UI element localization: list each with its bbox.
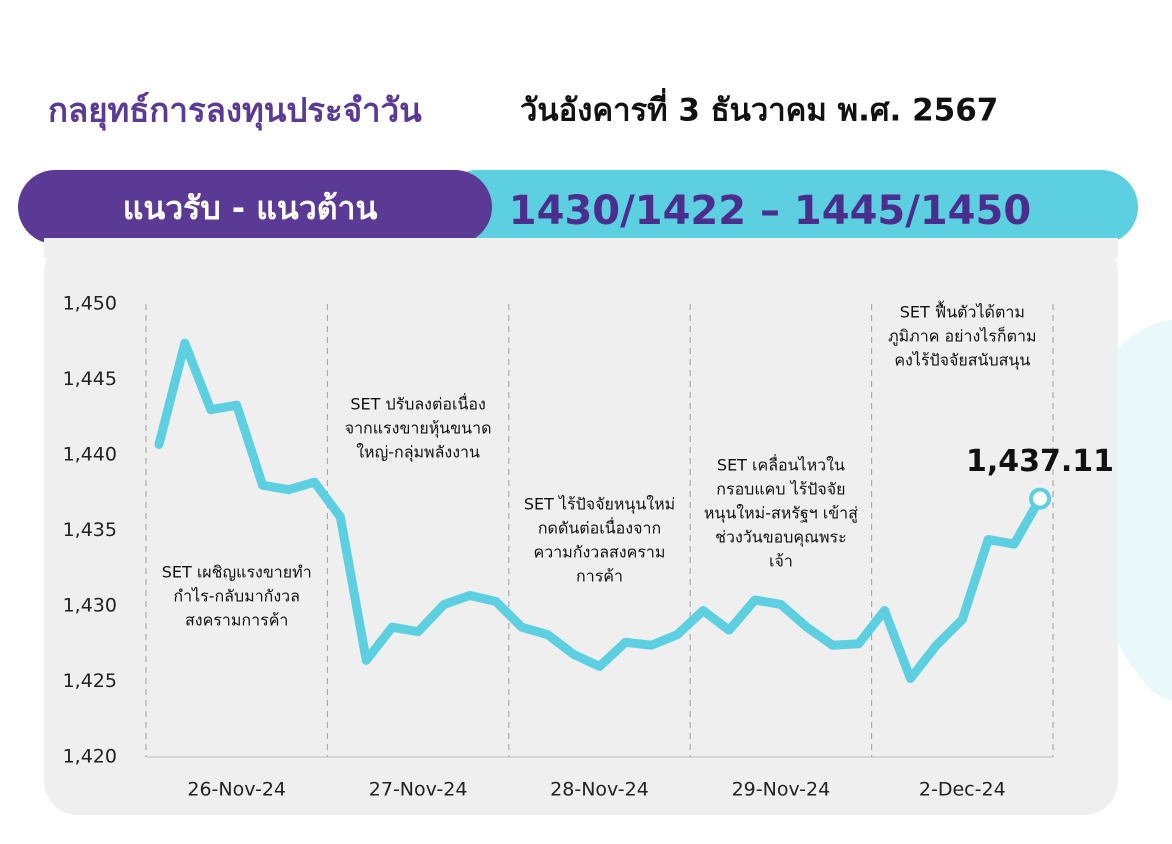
x-tick-label: 28-Nov-24 xyxy=(550,779,649,801)
annotation: กำไร-กลับมากังวล xyxy=(173,587,300,606)
plot: 1,420 1,425 1,430 1,435 1,440 1,445 1,450 26-No… xyxy=(63,293,1114,801)
y-tick-label: 1,420 xyxy=(63,746,117,768)
end-point xyxy=(1029,487,1052,510)
y-tick-label: 1,440 xyxy=(63,444,117,466)
y-tick-label: 1,445 xyxy=(63,368,117,390)
chart-panel xyxy=(44,238,1118,815)
banner-label: แนวรับ - แนวต้าน xyxy=(123,189,378,227)
annotation: SET เผชิญแรงขายทำ xyxy=(162,563,312,582)
y-tick-label: 1,435 xyxy=(63,519,117,541)
annotation: SET ปรับลงต่อเนื่อง xyxy=(350,393,485,414)
annotation: กรอบแคบ ไร้ปัจจัย xyxy=(716,480,845,499)
annotation: ภูมิภาค อย่างไรก็ตาม xyxy=(888,326,1036,347)
y-tick-label: 1,450 xyxy=(63,293,117,315)
annotation: จากแรงขายหุ้นขนาด xyxy=(345,419,492,439)
x-tick-label: 2-Dec-24 xyxy=(919,779,1006,801)
y-tick-label: 1,425 xyxy=(63,670,117,692)
annotation: คงไร้ปัจจัยสนับสนุน xyxy=(894,351,1030,371)
x-tick-label: 27-Nov-24 xyxy=(369,779,468,801)
title: กลยุทธ์การลงทุนประจำวัน xyxy=(48,91,422,132)
annotation: กดดันต่อเนื่องจาก xyxy=(538,517,661,538)
annotation: ช่วงวันขอบคุณพระ xyxy=(715,528,847,548)
annotation: การค้า xyxy=(576,567,623,586)
chart-panel-top xyxy=(44,238,1118,258)
series-line xyxy=(154,338,1045,683)
annotation: ใหญ่-กลุ่มพลังงาน xyxy=(356,443,480,463)
annotation: SET ไร้ปัจจัยหนุนใหม่ xyxy=(524,495,675,515)
annotation: ความกังวลสงคราม xyxy=(534,543,666,562)
banner-label-bg xyxy=(18,170,492,244)
x-tick-label: 26-Nov-24 xyxy=(187,779,286,801)
annotation: สงครามการค้า xyxy=(185,611,288,630)
x-tick-label: 29-Nov-24 xyxy=(732,779,831,801)
y-tick-label: 1,430 xyxy=(63,595,117,617)
annotation: เจ้า xyxy=(769,552,793,571)
banner-range: 1430/1422 – 1445/1450 xyxy=(509,188,1031,234)
annotation: SET ฟื้นตัวได้ตาม xyxy=(900,301,1025,322)
value-label: 1,437.11 xyxy=(966,444,1114,479)
date: วันอังคารที่ 3 ธันวาคม พ.ศ. 2567 xyxy=(520,88,998,129)
annotation: หนุนใหม่-สหรัฐฯ เข้าสู่ xyxy=(704,504,858,524)
banner-range-bg xyxy=(440,170,1138,244)
annotation: SET เคลื่อนไหวใน xyxy=(717,454,845,475)
